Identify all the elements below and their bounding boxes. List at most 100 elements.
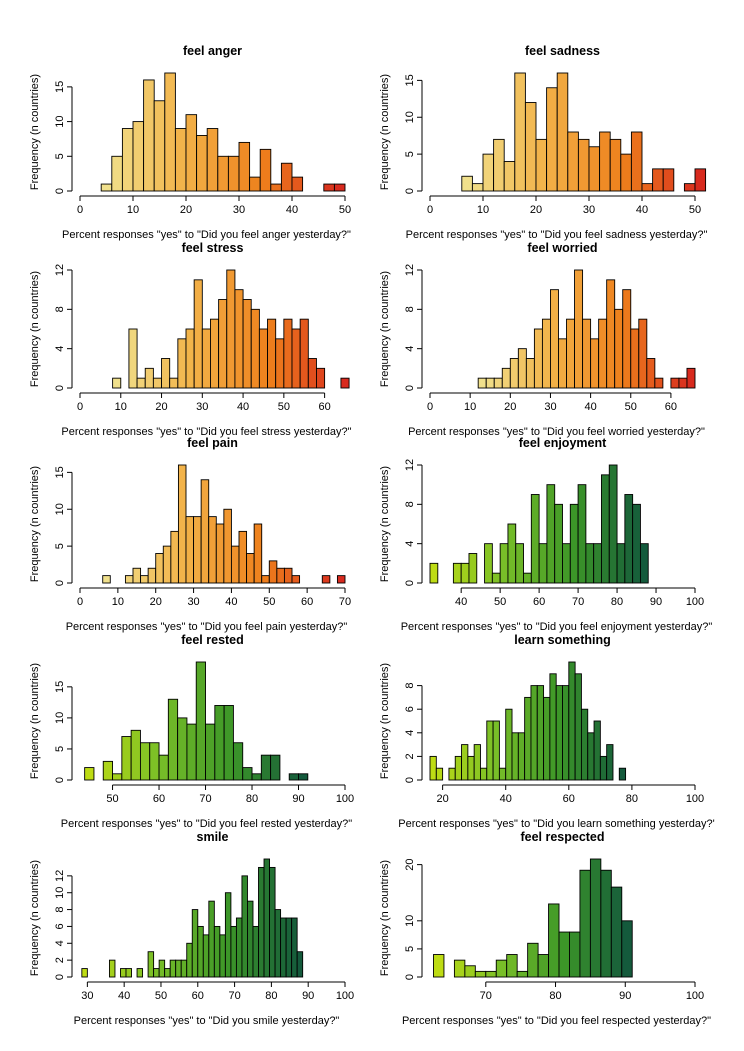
x-tick-label: 80 xyxy=(611,596,623,608)
histogram-bar xyxy=(435,767,444,781)
x-tick-label: 30 xyxy=(583,204,595,216)
histogram-bar xyxy=(299,318,309,389)
x-tick-label: 70 xyxy=(480,990,492,1002)
histogram-bar xyxy=(662,168,675,192)
y-tick-label: 12 xyxy=(404,459,416,471)
histogram-bar xyxy=(268,560,278,584)
histogram-bar xyxy=(249,176,261,192)
histogram-bar xyxy=(614,308,624,389)
x-tick-label: 30 xyxy=(196,401,208,413)
histogram-bar xyxy=(193,279,203,389)
y-tick-label: 4 xyxy=(404,541,416,547)
x-axis-label: Percent responses "yes" to "Did you feel… xyxy=(406,229,708,241)
histogram-bar xyxy=(590,338,600,389)
histogram-bar xyxy=(618,767,627,781)
histogram-bar xyxy=(530,494,540,584)
y-tick-label: 0 xyxy=(404,777,416,783)
y-tick-label: 4 xyxy=(404,346,416,352)
histogram-bar xyxy=(482,153,495,192)
chart-panel-2: feel sadness 0 5 10 15 Frequency (n countries… xyxy=(379,44,707,241)
x-tick-label: 30 xyxy=(187,596,199,608)
histogram-bar xyxy=(467,755,475,781)
histogram-bar xyxy=(599,755,608,781)
histogram-bar xyxy=(202,934,210,978)
y-tick-label: 12 xyxy=(404,264,416,276)
chart-title: feel pain xyxy=(187,436,238,450)
histogram-bar xyxy=(238,141,251,192)
histogram-bar xyxy=(562,685,570,781)
histogram-bar xyxy=(630,328,640,389)
histogram-bar xyxy=(164,72,176,192)
histogram-bar xyxy=(566,318,575,389)
histogram-bar xyxy=(102,575,111,584)
chart-panel-9: smile 0 2 4 6 8 10 12 Frequency (n countries) 30 4… xyxy=(29,830,354,1027)
histogram-bar xyxy=(686,367,696,389)
histogram-bar xyxy=(84,767,95,781)
histogram-bar xyxy=(630,131,643,192)
y-tick-label: 0 xyxy=(54,188,66,194)
histogram-bar xyxy=(323,183,335,192)
y-tick-label: 12 xyxy=(54,264,66,276)
histogram-bar xyxy=(260,754,272,781)
histogram-bar xyxy=(208,900,215,978)
x-tick-label: 20 xyxy=(504,401,516,413)
histogram-bar xyxy=(546,484,556,584)
histogram-bar xyxy=(548,903,560,978)
x-tick-label: 40 xyxy=(237,401,249,413)
histogram-bar xyxy=(505,708,513,781)
histogram-bar xyxy=(507,523,517,584)
y-tick-label: 15 xyxy=(54,466,66,478)
x-tick-label: 90 xyxy=(619,990,631,1002)
histogram-bar xyxy=(215,523,225,584)
histogram-bar xyxy=(429,755,437,781)
histogram-bar xyxy=(537,954,550,978)
x-tick-label: 20 xyxy=(530,204,542,216)
histogram-bar xyxy=(263,858,270,978)
histogram-bar xyxy=(111,155,123,192)
chart-title: feel sadness xyxy=(525,44,600,58)
histogram-bar xyxy=(484,543,493,584)
histogram-bar xyxy=(610,886,623,978)
chart-panel-3: feel stress 0 4 8 12 Frequency (n countries) 0… xyxy=(29,241,352,438)
histogram-bar xyxy=(535,138,548,192)
x-tick-label: 50 xyxy=(494,596,506,608)
histogram-bar xyxy=(646,358,656,389)
histogram-bar xyxy=(461,744,469,781)
y-tick-label: 0 xyxy=(54,385,66,391)
chart-title: feel enjoyment xyxy=(519,436,607,450)
x-tick-label: 40 xyxy=(500,793,512,805)
histogram-bar xyxy=(530,685,538,781)
x-axis-label: Percent responses "yes" to "Did you feel… xyxy=(61,426,351,438)
histogram-bar xyxy=(200,479,210,584)
histogram-bar xyxy=(296,951,304,978)
histogram-bar xyxy=(579,869,591,978)
histogram-bar xyxy=(195,661,206,781)
x-tick-label: 10 xyxy=(112,596,124,608)
x-axis-label: Percent responses "yes" to "Did you feel… xyxy=(61,818,352,830)
histogram-bar xyxy=(276,567,285,584)
histogram-bar xyxy=(120,968,127,978)
histogram-bar xyxy=(485,970,497,978)
x-tick-label: 40 xyxy=(225,596,237,608)
histogram-bar xyxy=(108,959,116,978)
y-axis-label: Frequency (n countries) xyxy=(29,271,41,387)
histogram-bar xyxy=(242,767,253,781)
y-tick-label: 5 xyxy=(404,151,416,157)
y-axis-label: Frequency (n countries) xyxy=(29,860,41,976)
histogram-bar xyxy=(185,516,195,584)
histogram-bar xyxy=(503,161,516,192)
y-tick-label: 0 xyxy=(54,580,66,586)
histogram-bar xyxy=(582,318,592,389)
histogram-bar xyxy=(177,338,187,389)
histogram-bar xyxy=(587,732,595,781)
histogram-bar xyxy=(525,358,535,389)
histogram-bar xyxy=(238,530,248,584)
y-tick-label: 8 xyxy=(54,306,66,312)
histogram-bar xyxy=(235,917,243,978)
chart-panel-7: feel rested 0 5 10 15 Frequency (n countries)… xyxy=(29,633,354,830)
x-tick-label: 80 xyxy=(265,990,277,1002)
histogram-bar xyxy=(158,959,166,978)
y-tick-label: 8 xyxy=(404,683,416,689)
histogram-bar xyxy=(316,367,326,389)
x-tick-label: 60 xyxy=(153,793,165,805)
